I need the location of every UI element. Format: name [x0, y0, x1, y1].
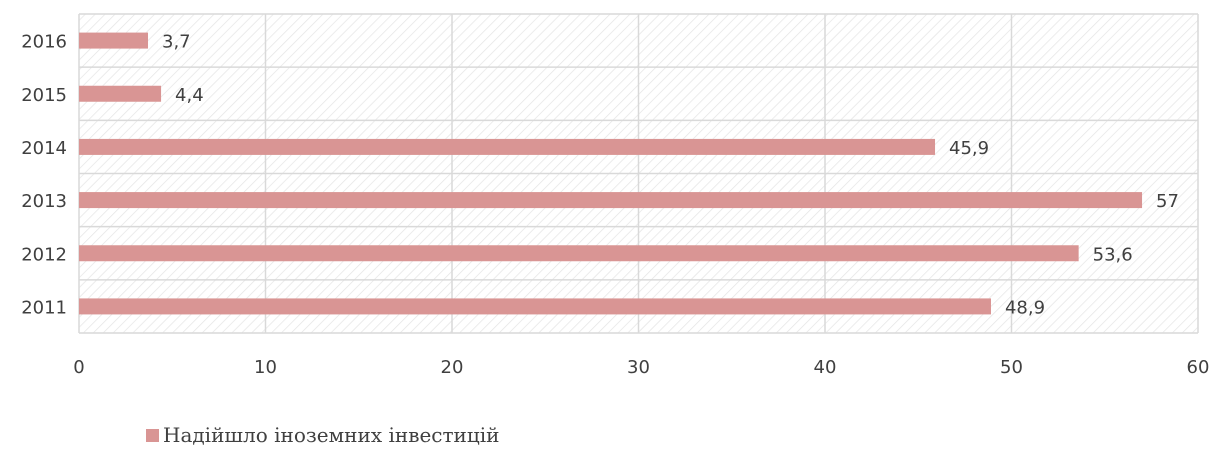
- data-label-2012: 53,6: [1093, 244, 1133, 265]
- legend-swatch: [146, 428, 159, 442]
- data-label-2014: 45,9: [949, 138, 989, 159]
- y-tick-label-2012: 2012: [21, 244, 67, 265]
- data-label-2015: 4,4: [175, 85, 204, 106]
- y-tick-label-2013: 2013: [21, 191, 67, 212]
- bars: [79, 32, 1143, 315]
- x-tick-label-20: 20: [441, 357, 464, 378]
- x-tick-label-50: 50: [1000, 357, 1023, 378]
- x-tick-label-10: 10: [254, 357, 277, 378]
- data-label-2011: 48,9: [1005, 297, 1045, 318]
- y-tick-label-2015: 2015: [21, 85, 67, 106]
- y-axis-tick-labels: 2016 2015 2014 2013 2012 2011: [21, 32, 67, 319]
- bar-2014: [79, 138, 936, 155]
- y-tick-label-2016: 2016: [21, 32, 67, 53]
- bar-2011: [79, 298, 991, 315]
- legend: Надійшло іноземних інвестицій: [146, 424, 499, 446]
- bar-2013: [79, 192, 1143, 209]
- data-labels: 3,7 4,4 45,9 57 53,6 48,9: [162, 32, 1179, 319]
- bar-2012: [79, 245, 1079, 262]
- gridlines: [78, 13, 1199, 334]
- x-tick-label-40: 40: [814, 357, 837, 378]
- x-tick-label-60: 60: [1187, 357, 1210, 378]
- bar-2015: [79, 85, 162, 102]
- x-tick-label-30: 30: [627, 357, 650, 378]
- y-tick-label-2011: 2011: [21, 297, 67, 318]
- legend-label: Надійшло іноземних інвестицій: [163, 423, 500, 447]
- y-tick-label-2014: 2014: [21, 138, 67, 159]
- bar-2016: [79, 32, 149, 49]
- x-tick-label-0: 0: [73, 357, 84, 378]
- data-label-2013: 57: [1156, 191, 1179, 212]
- x-axis-tick-labels: 0 10 20 30 40 50 60: [73, 357, 1209, 378]
- data-label-2016: 3,7: [162, 32, 191, 53]
